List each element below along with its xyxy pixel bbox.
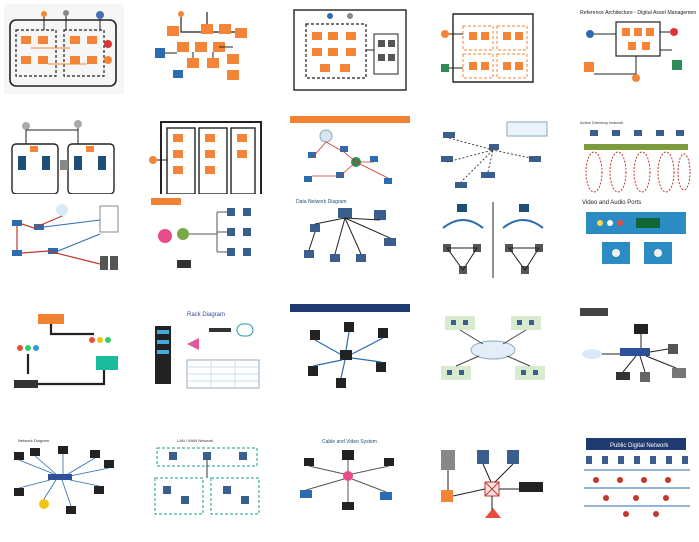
thumbnail-public-digital-network[interactable]: Public Digital Network — [576, 434, 696, 524]
thumbnail-office-network[interactable]: Network Diagram — [4, 434, 124, 524]
thumbnail-network-security[interactable] — [147, 194, 267, 284]
thumbnail-title: Video and Audio Ports — [582, 200, 641, 206]
thumbnail-rack-diagram[interactable]: Rack Diagram — [147, 304, 267, 394]
svg-text:Active Directory network: Active Directory network — [580, 120, 623, 125]
thumbnail-blue-header-network[interactable] — [290, 304, 410, 394]
thumbnail-home-network[interactable] — [576, 304, 696, 394]
thumbnail-aws-architecture-2[interactable] — [147, 4, 267, 94]
thumbnail-cable-video-system[interactable]: Cable and Video System — [290, 434, 410, 524]
thumbnail-server-clusters[interactable] — [4, 116, 124, 206]
thumbnail-lan-cabling[interactable] — [4, 194, 124, 284]
svg-text:LAN / WAN Network: LAN / WAN Network — [177, 438, 213, 443]
svg-text:Network Diagram: Network Diagram — [18, 438, 50, 443]
thumbnail-title: Public Digital Network — [610, 443, 669, 449]
thumbnail-dashed-zones[interactable]: LAN / WAN Network — [147, 434, 267, 524]
thumbnail-av-cabling[interactable] — [4, 304, 124, 394]
thumbnail-aws-architecture-3[interactable] — [290, 4, 410, 94]
thumbnail-aws-architecture-1[interactable] — [4, 4, 124, 94]
thumbnail-server-firewall[interactable] — [433, 434, 553, 524]
thumbnail-title: Data Network Diagram — [296, 199, 347, 205]
thumbnail-data-network-diagram[interactable]: Data Network Diagram — [290, 194, 410, 284]
thumbnail-reference-architecture[interactable]: Reference Architecture - Digital Asset M… — [576, 4, 696, 94]
thumbnail-title: Cable and Video System — [322, 439, 377, 445]
thumbnail-mesh-topology[interactable] — [433, 194, 553, 284]
thumbnail-title: Reference Architecture - Digital Asset M… — [580, 10, 696, 16]
thumbnail-title: Rack Diagram — [187, 312, 225, 318]
thumbnail-orange-header-network[interactable] — [290, 116, 410, 206]
thumbnail-wan-cloud[interactable] — [433, 304, 553, 394]
thumbnail-aws-architecture-4[interactable] — [433, 4, 553, 94]
thumbnail-hub-network[interactable] — [433, 116, 553, 206]
thumbnail-ring-network[interactable]: Active Directory network — [576, 116, 696, 206]
thumbnail-video-audio-ports[interactable]: Video and Audio Ports — [576, 194, 696, 284]
thumbnail-rack-server-layout[interactable] — [147, 116, 267, 206]
